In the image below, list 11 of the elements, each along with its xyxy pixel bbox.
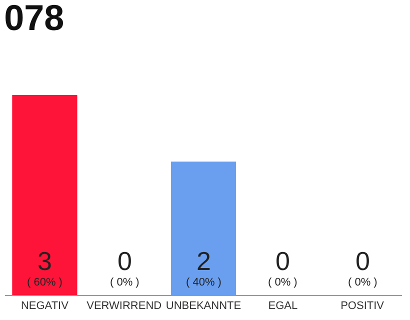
data-label: 0 ( 0% )	[348, 246, 378, 289]
x-tick-label: UNBEKANNTE	[166, 300, 242, 312]
chart-title: 078	[4, 0, 64, 38]
x-tick-label: EGAL	[268, 300, 298, 312]
x-tick-label: NEGATIV	[20, 300, 70, 312]
data-label: 2 ( 40% )	[186, 246, 222, 289]
data-label: 0 ( 0% )	[268, 246, 298, 289]
x-tick-label: VERWIRREND	[86, 300, 162, 312]
data-label: 0 ( 0% )	[110, 246, 140, 289]
x-tick-label: POSITIV	[340, 300, 385, 312]
data-label: 3 ( 60% )	[27, 246, 62, 289]
